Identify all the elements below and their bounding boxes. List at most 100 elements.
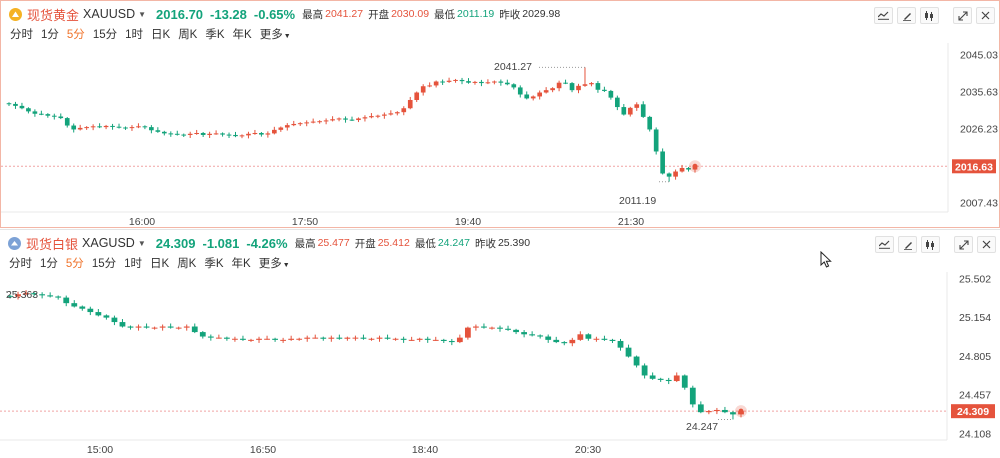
period-tab[interactable]: 季K: [204, 258, 224, 270]
last-price: 2016.70: [156, 6, 204, 22]
candle-body: [151, 327, 158, 329]
candle-body: [51, 115, 57, 117]
candle-body: [529, 334, 536, 336]
candle-body: [161, 131, 167, 134]
draw-tool-button[interactable]: [898, 236, 917, 253]
candle-body: [497, 327, 503, 329]
symbol-code[interactable]: XAGUSD: [82, 236, 135, 250]
chart-toolbar: [871, 236, 996, 253]
period-tab[interactable]: 日K: [150, 258, 170, 270]
gold-candlestick-chart[interactable]: 2045.03 2035.63 2026.23 2007.43 16:00 17:50 19…: [1, 43, 999, 228]
symbol-name[interactable]: 现货白银: [26, 236, 79, 252]
close-button[interactable]: [976, 7, 995, 24]
candle-body: [627, 107, 633, 115]
candle-body: [103, 315, 110, 318]
y-tick-label: 24.805: [959, 351, 991, 363]
candle-body: [323, 120, 329, 122]
candle-body: [103, 125, 109, 128]
candle-body: [90, 126, 96, 128]
candle-body: [634, 104, 640, 108]
symbol-name[interactable]: 现货黄金: [27, 7, 80, 23]
period-tab[interactable]: 1时: [125, 29, 144, 41]
candle-body: [136, 126, 141, 128]
period-tab[interactable]: 分时: [9, 258, 32, 270]
candle-body: [479, 81, 484, 84]
candle-body: [19, 105, 25, 109]
close-button[interactable]: [977, 236, 996, 253]
fullscreen-button[interactable]: [953, 7, 972, 24]
candle-body: [489, 327, 495, 329]
y-tick-label: 2045.03: [960, 50, 998, 62]
x-tick-label: 16:50: [250, 444, 276, 456]
line-style-button[interactable]: [875, 236, 894, 253]
fullscreen-button[interactable]: [954, 236, 973, 253]
candle-body: [116, 126, 122, 128]
candle-body: [143, 326, 150, 328]
candle-body: [649, 375, 656, 379]
draw-tool-button[interactable]: [897, 7, 916, 24]
indicator-button[interactable]: [921, 236, 940, 253]
line-style-button[interactable]: [874, 7, 893, 24]
candle-body: [550, 88, 555, 91]
candle-body: [593, 338, 600, 340]
y-tick-label: 25.502: [959, 273, 991, 285]
period-tab[interactable]: 年K: [232, 29, 252, 41]
period-tab[interactable]: 15分: [92, 29, 118, 41]
period-tab[interactable]: 年K: [231, 258, 251, 270]
y-tick-label: 25.154: [959, 312, 991, 324]
current-price-label: 2016.63: [955, 161, 993, 173]
silver-panel: 现货白银 XAGUSD ▼ 24.309 -1.081 -4.26% 最高 25…: [0, 229, 1000, 458]
candle-body: [640, 104, 646, 117]
candle-body: [561, 342, 568, 344]
x-tick-label: 17:50: [292, 216, 318, 228]
period-tab[interactable]: 1分: [40, 258, 58, 270]
symbol-dropdown-icon[interactable]: ▼: [138, 9, 147, 19]
y-tick-label: 24.457: [959, 390, 991, 402]
candle-body: [343, 118, 348, 120]
candle-body: [272, 129, 277, 134]
candle-body: [284, 125, 290, 128]
candle-body: [31, 293, 37, 295]
candle-body: [71, 303, 78, 307]
candle-body: [174, 133, 180, 135]
candle-body: [280, 339, 287, 341]
more-label: 更多: [259, 29, 283, 41]
more-periods-button[interactable]: 更多▼: [259, 255, 290, 271]
candle-body: [472, 81, 478, 83]
period-tab-active[interactable]: 5分: [66, 29, 85, 41]
candle-body: [400, 338, 407, 340]
candle-body: [360, 337, 367, 339]
candle-body: [473, 326, 479, 328]
period-tab[interactable]: 周K: [177, 258, 197, 270]
candle-body: [705, 411, 712, 413]
silver-candlestick-chart[interactable]: 25.502 25.154 24.805 24.457 24.108 15:00 16:50…: [0, 272, 1000, 458]
candle-body: [213, 133, 219, 135]
period-tab[interactable]: 日K: [151, 29, 171, 41]
candle-body: [537, 92, 543, 97]
low-value: 2011.19: [457, 8, 495, 20]
candle-body: [545, 336, 552, 340]
more-periods-button[interactable]: 更多▼: [260, 26, 291, 42]
period-tab[interactable]: 1时: [124, 258, 143, 270]
prev-close-value: 25.390: [497, 237, 531, 249]
candle-body: [433, 81, 439, 86]
candle-body: [420, 86, 426, 93]
chevron-down-icon: ▼: [283, 33, 291, 40]
period-tab[interactable]: 1分: [41, 29, 59, 41]
candle-body: [505, 328, 511, 330]
candle-body: [272, 338, 278, 340]
candle-body: [207, 133, 212, 135]
period-tab[interactable]: 季K: [205, 29, 225, 41]
candle-body: [84, 127, 89, 129]
period-tab[interactable]: 分时: [10, 29, 33, 41]
candle-body: [424, 338, 431, 340]
period-tab-active[interactable]: 5分: [65, 258, 84, 270]
period-tab[interactable]: 15分: [91, 258, 117, 270]
symbol-code[interactable]: XAUUSD: [83, 7, 136, 21]
candle-body: [679, 167, 685, 172]
symbol-dropdown-icon[interactable]: ▼: [137, 238, 146, 248]
indicator-button[interactable]: [920, 7, 939, 24]
candle-body: [376, 337, 383, 339]
period-tab[interactable]: 周K: [178, 29, 198, 41]
candle-body: [553, 339, 560, 343]
